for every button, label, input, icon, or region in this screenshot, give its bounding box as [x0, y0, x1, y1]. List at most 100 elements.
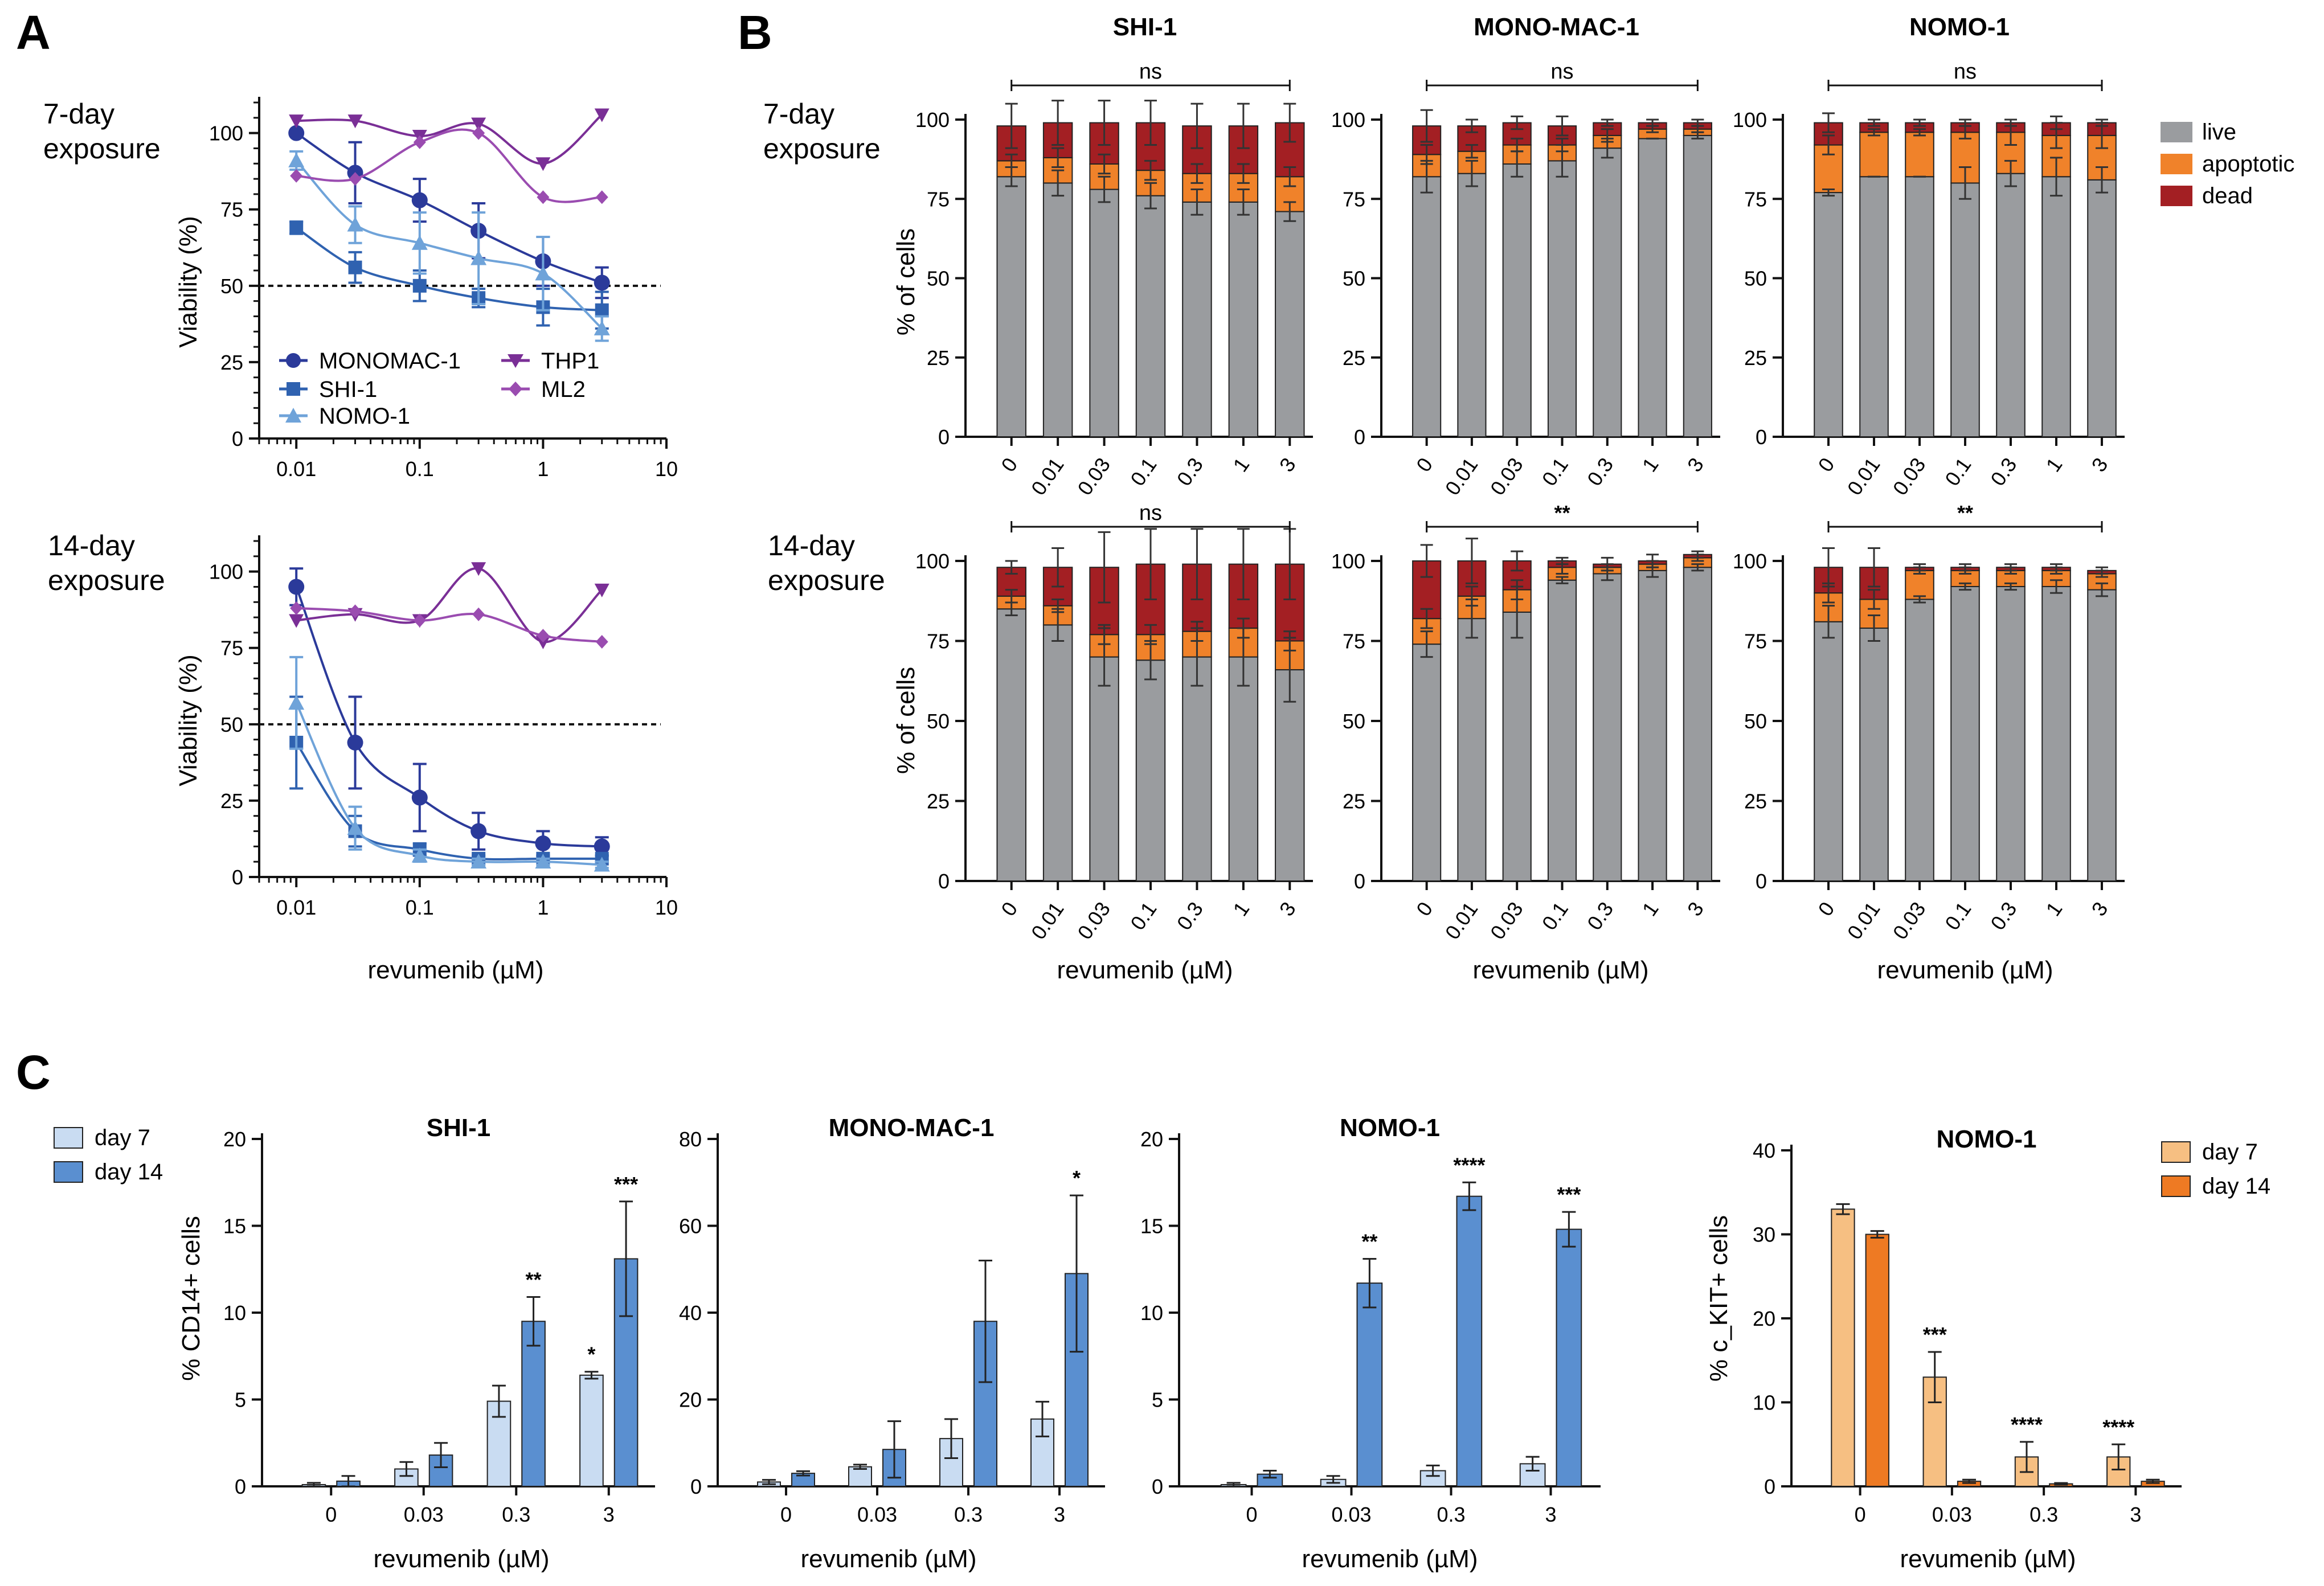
legend-c-blue-day14: day 14: [54, 1159, 163, 1185]
c_shi-title: SHI-1: [427, 1114, 490, 1142]
b14_mono-y-tick-label: 75: [1343, 630, 1365, 653]
a14-x-tick-label: 0.1: [406, 896, 434, 919]
c_nomo-significance-day-14: **: [1361, 1230, 1377, 1253]
a7-point-ml2: [595, 190, 608, 204]
b7_shi-x-tick-label: 0.01: [1026, 453, 1069, 499]
c_nomo-bar-day-14: [1356, 1282, 1383, 1487]
b7_nomo-x-tick-label: 0.03: [1888, 453, 1930, 499]
b14_mono-bar-live: [1412, 644, 1442, 882]
c_shi-y-tick-label: 0: [235, 1475, 246, 1498]
y-axis-title-c-ckit: % c_KIT+ cells: [1705, 1215, 1733, 1382]
legend-c-orange-day7: day 7: [2161, 1140, 2258, 1165]
c_mono-x-tick-label: 3: [1054, 1503, 1065, 1526]
x-axis-title-b-mono: revumenib (µM): [1473, 956, 1649, 984]
b7_mono-x-tick-label: 0.03: [1486, 453, 1528, 499]
b14_nomo-x-tick-label: 0: [1813, 897, 1839, 920]
a7-curve-thp1: [296, 113, 603, 165]
b14_shi-bar-live: [996, 608, 1026, 882]
a7-point-shi-1: [348, 260, 362, 274]
a7-point-thp1: [471, 117, 486, 132]
a7-point-ml2: [349, 172, 362, 186]
a7-point-nomo-1: [470, 250, 487, 265]
b7_shi-x-tick-label: 0: [996, 453, 1022, 476]
b14_mono-x-tick-label: 3: [1683, 897, 1708, 920]
b14_mono-y-tick-label: 0: [1354, 870, 1365, 893]
a7-point-nomo-1: [347, 216, 363, 232]
b14_shi-x-tick-label: 0.1: [1126, 897, 1161, 935]
a7-curve-nomo-1: [295, 159, 603, 330]
a7-point-thp1: [535, 157, 551, 171]
b14_shi-x-tick-label: 0.3: [1172, 897, 1208, 935]
y-axis-title-a7: Viability (%): [174, 216, 202, 347]
b7_nomo-bar-live: [1996, 173, 2026, 437]
c_shi-y-tick-label: 5: [235, 1388, 246, 1412]
c_mono-x-tick-label: 0.3: [954, 1503, 983, 1526]
b7_nomo-bar-live: [1905, 176, 1934, 437]
a7-point-ml2: [537, 190, 550, 204]
svg-text:day 7: day 7: [2202, 1140, 2258, 1165]
c_shi-bar-day-7: [579, 1374, 604, 1487]
b14_shi-y-tick-label: 0: [938, 870, 950, 893]
c_kit-y-tick-label: 10: [1753, 1391, 1775, 1415]
b7_mono-bar-live: [1502, 163, 1532, 437]
b14_mono-significance-label: **: [1554, 501, 1570, 524]
b7_mono-bar-live: [1638, 138, 1667, 438]
c_mono-y-tick-label: 20: [679, 1388, 702, 1412]
c_shi-y-tick-label: 10: [223, 1301, 246, 1325]
b14_shi-x-tick-label: 3: [1275, 897, 1300, 920]
b7_nomo-x-tick-label: 0.1: [1940, 453, 1975, 490]
b14_shi-x-tick-label: 0.01: [1026, 897, 1069, 944]
b14_shi-bar-live: [1275, 669, 1305, 882]
c_nomo-bar-day-14: [1556, 1228, 1582, 1487]
b14_mono-x-tick-label: 0.01: [1441, 897, 1483, 944]
b7_nomo-bar-live: [1859, 176, 1889, 437]
b14_nomo-bar-live: [2087, 589, 2117, 882]
b14_nomo-y-tick-label: 25: [1744, 790, 1767, 813]
c_kit-significance-day-7: ***: [1923, 1323, 1947, 1346]
exposure-label-a7-line2: exposure: [43, 133, 161, 165]
a7-point-monomac-1: [594, 274, 610, 291]
exposure-label-a14-line2: exposure: [48, 564, 165, 596]
b14_mono-bar-live: [1638, 569, 1667, 882]
c_kit-x-tick-label: 3: [2130, 1503, 2141, 1526]
c_shi-x-tick-label: 3: [603, 1503, 615, 1526]
c_kit-y-tick-label: 40: [1753, 1139, 1775, 1162]
c_kit-y-tick-label: 20: [1753, 1307, 1775, 1330]
b7_nomo-x-tick-label: 0.3: [1986, 453, 2021, 490]
b14_nomo-x-tick-label: 0.01: [1843, 897, 1885, 944]
b7_shi-y-tick-label: 50: [927, 267, 950, 290]
b7_shi-title: SHI-1: [1113, 13, 1177, 41]
b7_mono-bar-live: [1547, 160, 1577, 437]
a14-point-ml2: [595, 635, 608, 649]
exposure-label-b7-line2: exposure: [763, 133, 881, 165]
b7_nomo-bar-live: [1814, 192, 1843, 437]
a14-point-thp1: [289, 614, 304, 628]
c_kit-x-tick-label: 0.03: [1932, 1503, 1972, 1526]
panel-letter-a: A: [16, 6, 51, 59]
b14_shi-x-tick-label: 0: [996, 897, 1022, 920]
b7_shi-bar-live: [1275, 211, 1305, 437]
a7-x-tick-label: 0.01: [276, 457, 316, 481]
a14-point-nomo-1: [411, 847, 428, 863]
a14-y-tick-label: 0: [232, 866, 243, 889]
b14_shi-x-tick-label: 0.03: [1073, 897, 1115, 944]
b7_shi-y-tick-label: 100: [915, 108, 950, 132]
legend-a-shi: SHI-1: [279, 377, 377, 402]
b14_nomo-bar-live: [1859, 628, 1889, 882]
a14-x-tick-label: 10: [655, 896, 678, 919]
b14_mono-bar-live: [1593, 573, 1622, 882]
b7_shi-bar-live: [1135, 195, 1166, 437]
c_kit-x-tick-label: 0: [1855, 1503, 1866, 1526]
exposure-label-b14-line1: 14-day: [768, 530, 855, 562]
a14-point-nomo-1: [288, 695, 305, 710]
a7-point-thp1: [347, 114, 363, 129]
b14_shi-bar-live: [1182, 656, 1212, 882]
b7_nomo-bar-live: [2087, 179, 2117, 437]
c_shi-significance-day-7: *: [587, 1343, 595, 1366]
c_nomo-y-tick-label: 5: [1152, 1388, 1163, 1412]
b7_mono-bar-live: [1457, 173, 1487, 437]
a14-point-monomac-1: [535, 835, 551, 851]
b14_shi-bar-live: [1135, 659, 1166, 882]
